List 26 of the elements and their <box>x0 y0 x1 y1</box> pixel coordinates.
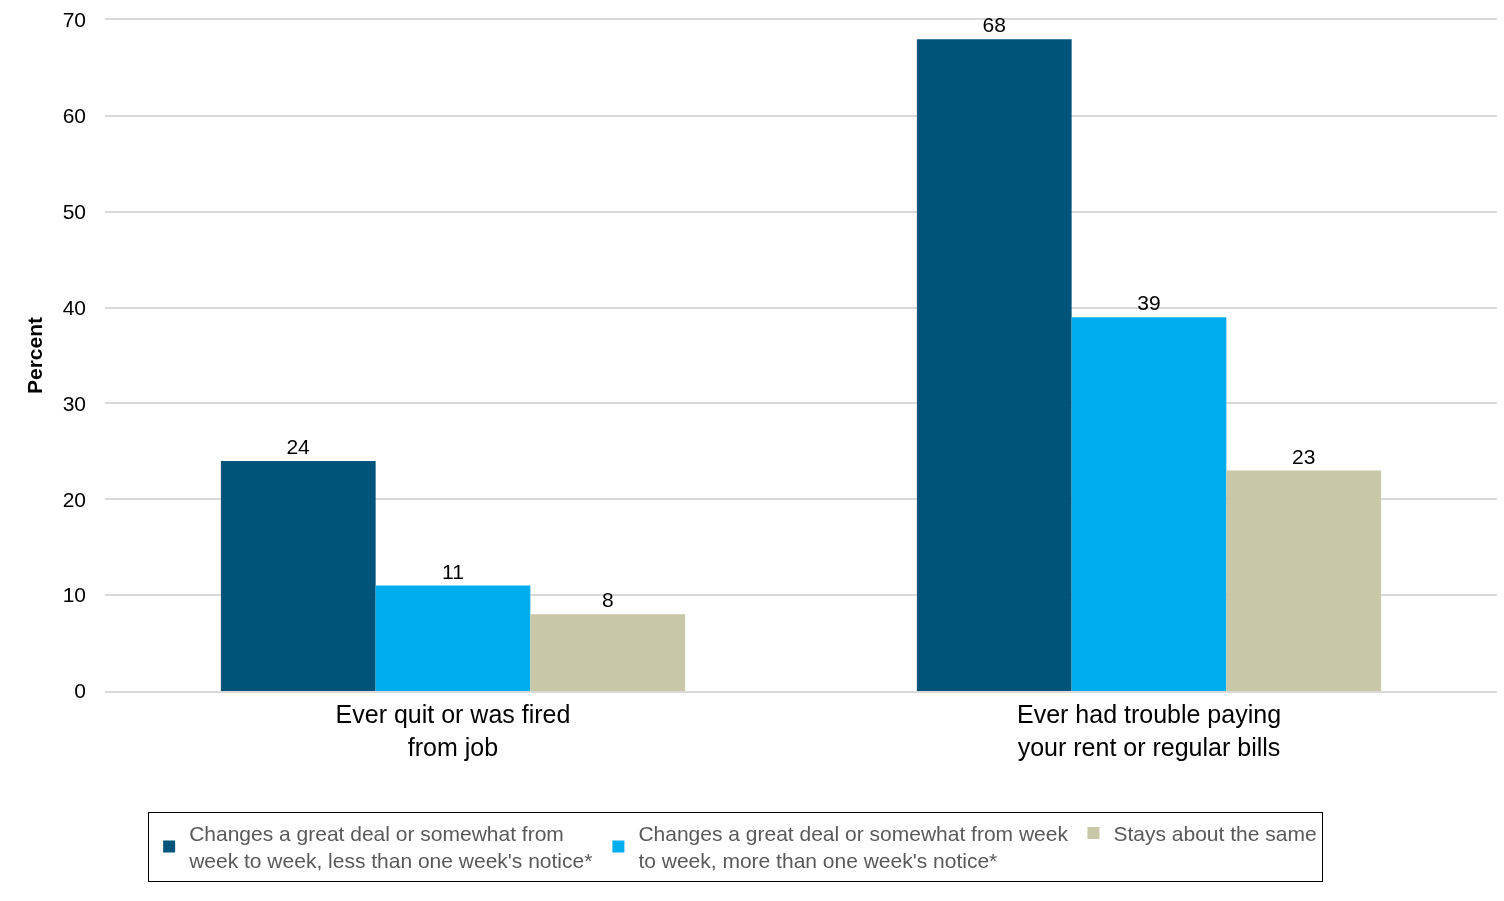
bar <box>1071 317 1227 691</box>
legend-label: Changes a great deal or somewhat from week to week, less than one week's notice* <box>188 822 593 873</box>
data-label: 23 <box>1292 444 1316 468</box>
legend-label: Stays about the same <box>1113 822 1317 846</box>
bar <box>530 614 686 691</box>
y-tick-label: 40 <box>62 295 86 319</box>
bar <box>1226 470 1382 691</box>
y-tick-label: 60 <box>62 104 86 128</box>
data-label: 68 <box>982 13 1006 37</box>
y-tick-label: 70 <box>62 8 86 32</box>
y-axis-title: Percent <box>22 316 46 395</box>
y-tick-label: 30 <box>62 391 86 415</box>
data-label: 8 <box>601 588 614 612</box>
x-tick-label: Ever had trouble paying your rent or regular bills <box>1016 700 1282 761</box>
data-label: 39 <box>1137 291 1161 315</box>
y-tick-label: 0 <box>74 679 86 703</box>
y-tick-label: 10 <box>62 583 86 607</box>
data-label: 24 <box>286 434 311 458</box>
bar <box>220 460 376 691</box>
bar <box>916 39 1072 691</box>
legend-label: Changes a great deal or somewhat from week to week, more than one week's notice* <box>638 822 1069 873</box>
x-tick-label: Ever quit or was fired from job <box>335 700 571 761</box>
y-tick-label: 20 <box>62 487 86 511</box>
bar <box>375 585 531 691</box>
y-tick-label: 50 <box>62 200 86 224</box>
data-label: 11 <box>442 559 464 583</box>
